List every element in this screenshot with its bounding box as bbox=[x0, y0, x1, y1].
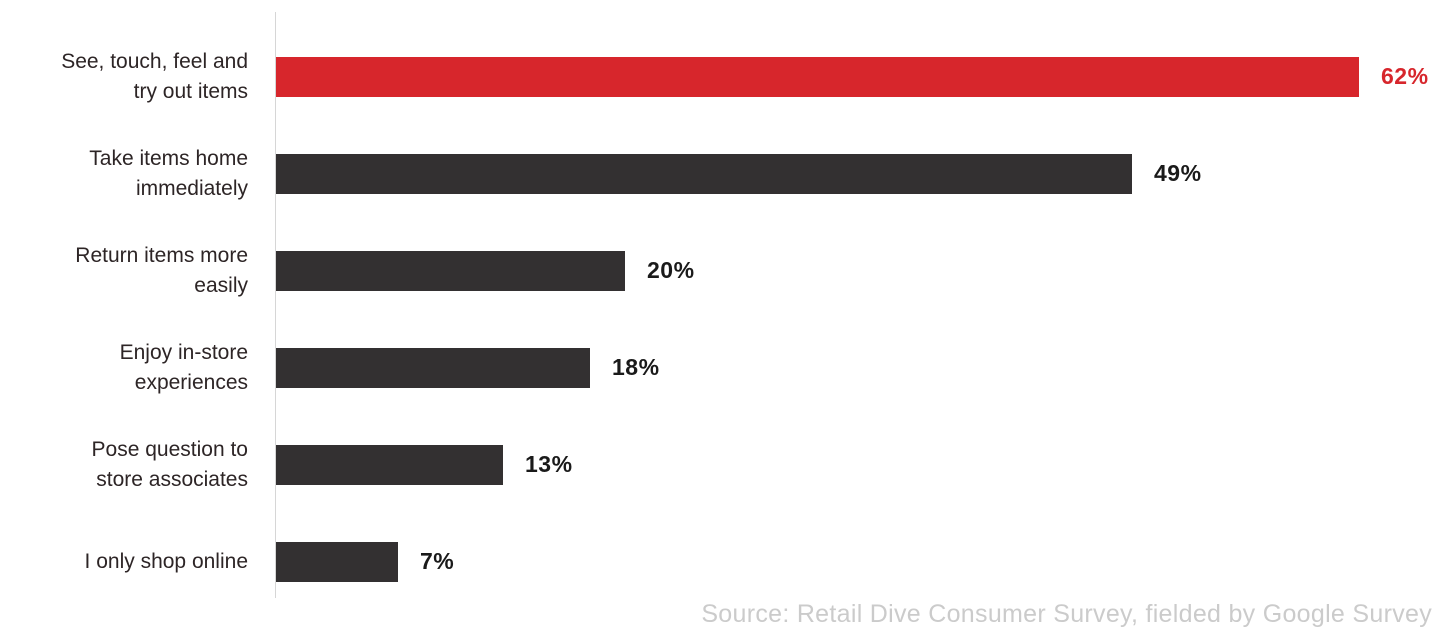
bar-row: Take items home immediately 49% bbox=[0, 125, 1440, 222]
y-axis-line bbox=[275, 12, 276, 598]
bar-area: 13% bbox=[276, 416, 1440, 513]
category-label: See, touch, feel and try out items bbox=[61, 49, 248, 103]
bar bbox=[276, 444, 503, 485]
category-label: Take items home immediately bbox=[89, 146, 248, 200]
bar-area: 49% bbox=[276, 125, 1440, 222]
category-label: Pose question to store associates bbox=[91, 437, 248, 491]
category-label: Enjoy in-store experiences bbox=[119, 340, 248, 394]
bar-area: 62% bbox=[276, 28, 1440, 125]
bar bbox=[276, 153, 1132, 194]
bar-row: I only shop online 7% bbox=[0, 513, 1440, 610]
value-label: 7% bbox=[420, 548, 455, 574]
bar-row: See, touch, feel and try out items 62% bbox=[0, 28, 1440, 125]
value-label: 62% bbox=[1381, 63, 1429, 89]
bar bbox=[276, 541, 398, 582]
source-credit: Source: Retail Dive Consumer Survey, fie… bbox=[701, 600, 1432, 628]
bar-row: Return items more easily 20% bbox=[0, 222, 1440, 319]
category-label: I only shop online bbox=[84, 549, 248, 573]
bar-highlighted bbox=[276, 56, 1359, 97]
bar bbox=[276, 347, 590, 388]
bar-row: Pose question to store associates 13% bbox=[0, 416, 1440, 513]
value-label: 13% bbox=[525, 451, 573, 477]
bar-area: 7% bbox=[276, 513, 1440, 610]
bar bbox=[276, 250, 625, 291]
value-label: 49% bbox=[1154, 160, 1202, 186]
bar-rows: See, touch, feel and try out items 62% Tak… bbox=[0, 28, 1440, 610]
bar-area: 20% bbox=[276, 222, 1440, 319]
value-label: 18% bbox=[612, 354, 660, 380]
category-label: Return items more easily bbox=[75, 243, 248, 297]
bar-area: 18% bbox=[276, 319, 1440, 416]
bar-row: Enjoy in-store experiences 18% bbox=[0, 319, 1440, 416]
value-label: 20% bbox=[647, 257, 695, 283]
